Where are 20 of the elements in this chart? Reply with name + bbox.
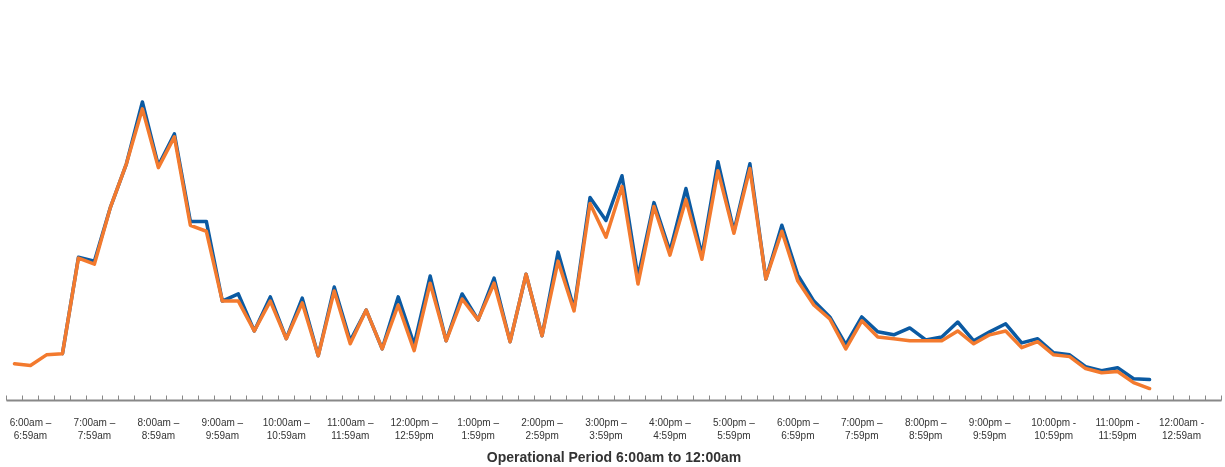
x-tick-label: 11:00am – 11:59am xyxy=(326,416,374,441)
x-tick-label: 5:00pm – 5:59pm xyxy=(713,416,756,441)
x-tick-label: 9:00am – 9:59am xyxy=(201,416,244,441)
x-tick-label: 7:00pm – 7:59pm xyxy=(840,416,884,441)
x-tick-label: 3:00pm – 3:59pm xyxy=(585,416,628,441)
x-tick-label: 8:00pm – 8:59pm xyxy=(904,416,948,441)
x-axis-title: Operational Period 6:00am to 12:00am xyxy=(486,448,742,465)
x-tick-label: 11:00pm - 11:59pm xyxy=(1095,416,1140,441)
x-tick-label: 12:00am - 12:59am xyxy=(1159,416,1205,441)
x-tick-label: 1:00pm – 1:59pm xyxy=(457,416,500,441)
x-tick-label: 12:00pm – 12:59pm xyxy=(390,416,439,441)
x-tick-label: 6:00pm – 6:59pm xyxy=(777,416,820,441)
x-tick-label: 10:00am – 10:59am xyxy=(262,416,311,441)
x-tick-label: 10:00pm - 10:59pm xyxy=(1031,416,1077,441)
x-tick-label: 2:00pm – 2:59pm xyxy=(521,416,564,441)
x-tick-label: 4:00pm – 4:59pm xyxy=(649,416,692,441)
x-tick-label: 9:00pm – 9:59pm xyxy=(968,416,1011,441)
x-tick-label: 6:00am – 6:59am xyxy=(9,416,52,441)
x-tick-label: 8:00am – 8:59am xyxy=(137,416,180,441)
x-tick-label: 7:00am – 7:59am xyxy=(73,416,116,441)
